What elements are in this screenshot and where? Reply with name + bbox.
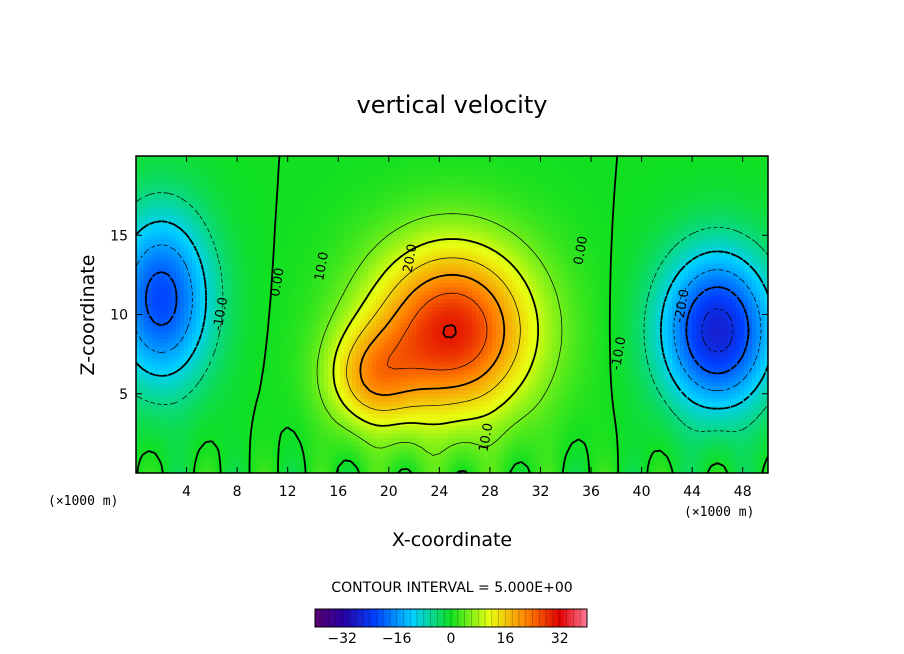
contour-labels: 10.0 20.0 0.00 0.00 10.0 -10.0 -10.0 -20.0 — [211, 235, 693, 453]
contour-label: 0.00 — [571, 235, 591, 266]
x-tick-label: 20 — [380, 484, 398, 500]
contour-line — [442, 324, 457, 339]
x-tick-label: 36 — [582, 484, 600, 500]
contour-line — [346, 257, 521, 411]
contour-label: 20.0 — [401, 243, 421, 274]
contour-line — [359, 273, 506, 396]
contour-line — [136, 156, 768, 473]
contour-label: -10.0 — [609, 336, 630, 372]
contour-line — [332, 238, 539, 427]
x-tick-label: 4 — [182, 484, 191, 500]
x-tick-label: 40 — [633, 484, 651, 500]
colorbar-tick-label: −32 — [327, 631, 357, 647]
contour-line — [145, 271, 750, 375]
y-axis-label: Z-coordinate — [77, 255, 99, 376]
x-tick-label: 28 — [481, 484, 499, 500]
colorbar-tick-label: 16 — [496, 631, 514, 647]
x-tick-label: 48 — [734, 484, 752, 500]
colorbar-tick-label: −16 — [382, 631, 412, 647]
contour-label: 10.0 — [312, 251, 332, 282]
x-tick-label: 12 — [279, 484, 297, 500]
x-tick-label: 32 — [532, 484, 550, 500]
contour-label: 10.0 — [477, 422, 497, 453]
velocity-field — [136, 156, 768, 473]
x-tick-label: 24 — [430, 484, 448, 500]
y-tick-label: 10 — [110, 308, 128, 324]
x-tick-label: 8 — [233, 484, 242, 500]
x-axis-label: X-coordinate — [392, 529, 512, 551]
contour-line — [316, 213, 563, 456]
contour-line — [136, 192, 768, 432]
x-axis: 4 8 12 16 20 24 28 32 36 40 44 48 — [182, 156, 752, 500]
x-tick-label: 44 — [683, 484, 701, 500]
contour-line — [136, 244, 762, 392]
y-tick-label: 5 — [119, 387, 128, 403]
y-axis: 5 10 15 — [110, 228, 768, 403]
colorbar — [314, 608, 588, 628]
contour-lines — [136, 156, 768, 473]
contour-label: -20.0 — [672, 288, 693, 324]
contour-line — [387, 292, 488, 371]
contour-line — [701, 308, 734, 353]
y-tick-label: 15 — [110, 228, 128, 244]
chart-title: vertical velocity — [357, 91, 548, 119]
colorbar-ticks: −32 −16 0 16 32 — [321, 609, 581, 647]
x-unit-note-left: (×1000 m) — [48, 494, 118, 509]
contour-label: -10.0 — [211, 296, 232, 332]
contour-label: 0.00 — [268, 267, 288, 298]
colorbar-tick-label: 32 — [551, 631, 569, 647]
x-tick-label: 16 — [329, 484, 347, 500]
contour-line — [136, 220, 768, 410]
x-unit-note-right: (×1000 m) — [684, 505, 754, 520]
contour-interval-note: CONTOUR INTERVAL = 5.000E+00 — [331, 580, 572, 596]
colorbar-tick-label: 0 — [447, 631, 456, 647]
